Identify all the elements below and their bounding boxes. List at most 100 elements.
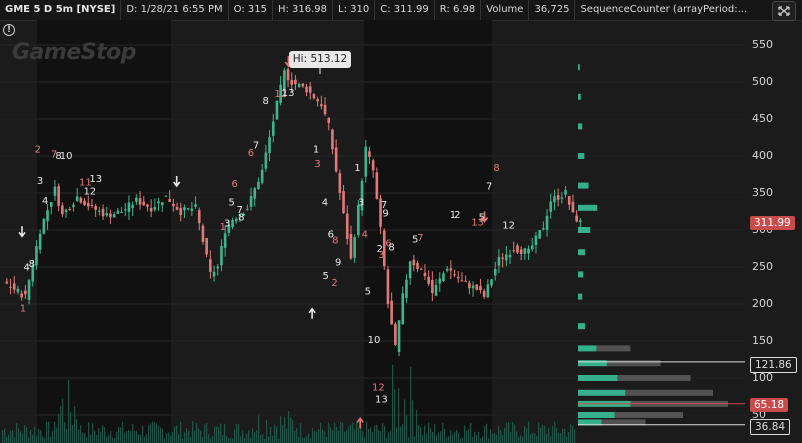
candle-body (445, 269, 449, 271)
candle-body (238, 214, 242, 217)
sequence-count-label: 13 (471, 218, 484, 229)
candle-body (357, 205, 360, 235)
volume-bar (336, 426, 338, 443)
volume-bar (538, 422, 540, 443)
volume-bar (404, 399, 406, 443)
volume-bar (570, 424, 572, 443)
expand-button[interactable] (772, 1, 796, 21)
volume-bar (480, 438, 482, 443)
sequence-count-label: 7 (237, 205, 243, 216)
volume-bar (536, 436, 538, 443)
volume-bar (254, 432, 256, 443)
candle-body (475, 284, 479, 290)
volume-bar (490, 429, 492, 443)
candle-body (42, 218, 46, 234)
volume-bar (568, 431, 570, 443)
volume-bar (340, 421, 342, 443)
volume-bar (388, 432, 390, 443)
candle-body (135, 197, 138, 202)
candle-body (368, 151, 371, 158)
volume-bar (38, 428, 40, 443)
volume-profile-bar (578, 271, 584, 278)
volume-bar (272, 435, 274, 443)
volume-bar (118, 426, 120, 443)
volume-bar (62, 398, 64, 443)
volume-bar (452, 434, 454, 443)
volume-bar (514, 424, 516, 443)
volume-bar (236, 424, 238, 443)
volume-profile-bar (578, 293, 583, 300)
candle-body (349, 233, 353, 259)
bar-low: L: 310 (333, 0, 376, 20)
candle-body (98, 210, 101, 212)
volume-bar (346, 430, 348, 443)
candle-body (549, 201, 553, 212)
volume-profile-bar-secondary (601, 419, 646, 426)
sequence-count-label: 7 (51, 149, 57, 160)
volume-bar (56, 427, 58, 443)
volume-bar (372, 431, 374, 443)
volume-profile-bar (578, 153, 585, 159)
volume-bar (258, 415, 260, 443)
price-chart[interactable]: 1482347810111213135678678121313468952134… (0, 20, 802, 443)
high-price-label: Hi: 513.12 (289, 51, 351, 68)
candle-body (257, 181, 260, 190)
volume-bar (242, 430, 244, 443)
volume-bar (512, 421, 514, 443)
candle-body (360, 180, 364, 211)
candle-body (427, 276, 430, 284)
sequence-count-label: 13 (282, 88, 295, 99)
candle-body (160, 202, 164, 206)
volume-bar (406, 415, 408, 443)
sequence-count-label: 2 (454, 210, 460, 221)
symbol-label[interactable]: GME 5 D 5m [NYSE] (0, 0, 122, 20)
volume-bar (198, 428, 200, 443)
volume-bar (428, 422, 430, 443)
volume-bar (270, 426, 272, 443)
candle-body (375, 172, 379, 199)
volume-bar (14, 437, 16, 443)
sequence-count-label: 3 (314, 159, 320, 170)
volume-bar (18, 428, 20, 443)
candle-body (442, 273, 445, 282)
volume-bar (12, 429, 14, 443)
volume-profile-bar (578, 93, 581, 100)
candle-body (505, 254, 508, 261)
candle-body (27, 280, 31, 300)
volume-bar (508, 421, 510, 443)
volume-bar (462, 437, 464, 443)
volume-bar (494, 432, 496, 443)
volume-bar (330, 427, 332, 443)
candle-body (72, 204, 75, 208)
sequence-count-label: 8 (332, 235, 338, 246)
sequence-count-label: 12 (372, 383, 385, 394)
candle-body (283, 70, 286, 92)
candle-body (153, 206, 157, 210)
candle-body (290, 79, 294, 85)
volume-profile-bar (578, 123, 583, 130)
candle-body (390, 300, 393, 325)
volume-bar (312, 428, 314, 443)
volume-bar (342, 423, 344, 443)
volume-bar (132, 423, 134, 443)
candle-body (497, 257, 501, 266)
candle-body (138, 198, 142, 205)
candle-body (5, 281, 9, 284)
candle-body (205, 237, 208, 255)
alert-icon[interactable]: ! (3, 24, 15, 36)
candle-body (527, 248, 530, 254)
study-label[interactable]: SequenceCounter (arrayPeriod:... (580, 4, 748, 15)
volume-bar (176, 425, 178, 443)
volume-bar (326, 436, 328, 443)
volume-bar (348, 426, 350, 443)
volume-bar (548, 428, 550, 443)
candle-body (142, 201, 146, 206)
volume-bar (200, 430, 202, 443)
volume-bar (274, 424, 276, 443)
candle-body (301, 83, 305, 87)
sequence-count-label: 7 (486, 181, 492, 192)
bar-date: D: 1/28/21 6:55 PM (121, 0, 229, 20)
sequence-count-label: 7 (253, 141, 259, 152)
candle-body (268, 136, 271, 153)
volume-bar (284, 416, 286, 443)
